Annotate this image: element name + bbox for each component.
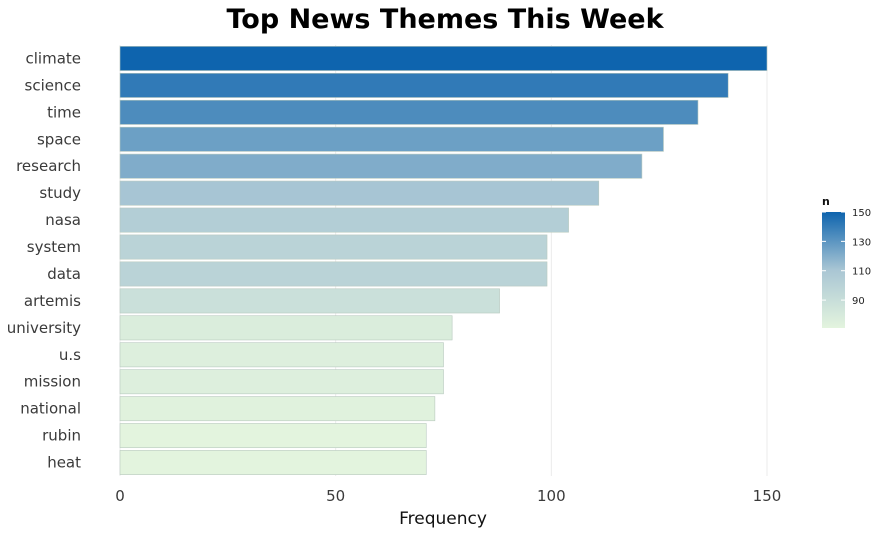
category-label: system [27, 238, 81, 256]
category-label: rubin [42, 427, 81, 445]
legend-tick-label: 110 [852, 267, 871, 278]
category-label: national [20, 400, 81, 418]
bar [119, 315, 453, 341]
x-tick-label: 50 [326, 487, 345, 505]
x-tick-label: 0 [115, 487, 125, 505]
legend-title: n [822, 195, 830, 208]
category-label: time [47, 103, 81, 121]
category-label: space [37, 130, 81, 148]
bars [119, 46, 768, 475]
category-label: mission [24, 373, 81, 391]
bar [119, 234, 548, 260]
bar [119, 46, 768, 71]
bar [119, 126, 664, 152]
category-label: artemis [24, 292, 81, 310]
legend-tick-label: 150 [852, 208, 871, 219]
bar [119, 450, 427, 475]
bar [119, 99, 699, 125]
bar [119, 396, 436, 422]
bar [119, 180, 600, 206]
bar [119, 288, 500, 314]
x-axis-title: Frequency [399, 509, 487, 529]
category-label: climate [26, 49, 82, 67]
bar [119, 207, 569, 233]
bar [119, 369, 444, 395]
category-label: university [7, 319, 81, 337]
bar [119, 153, 643, 179]
category-label: nasa [45, 211, 81, 229]
category-labels: climate science time space research study nasa… [7, 49, 81, 471]
bar [119, 261, 548, 287]
legend-ticks: 150 130 110 90 [822, 208, 871, 307]
legend-colorbar [822, 212, 845, 328]
category-label: study [39, 184, 81, 202]
x-tick-label: 100 [537, 487, 566, 505]
bar [119, 342, 444, 368]
bar [119, 72, 729, 98]
chart-title: Top News Themes This Week [226, 4, 664, 35]
legend-tick-label: 130 [852, 237, 871, 248]
bar [119, 423, 427, 449]
category-label: science [25, 76, 81, 94]
color-legend: n 150 130 110 90 [822, 195, 871, 328]
category-label: data [47, 265, 81, 283]
x-tick-labels: 0 50 100 150 [115, 487, 781, 505]
category-label: u.s [59, 346, 81, 364]
category-label: heat [47, 454, 81, 472]
category-label: research [16, 157, 81, 175]
legend-tick-label: 90 [852, 296, 865, 307]
x-tick-label: 150 [753, 487, 782, 505]
